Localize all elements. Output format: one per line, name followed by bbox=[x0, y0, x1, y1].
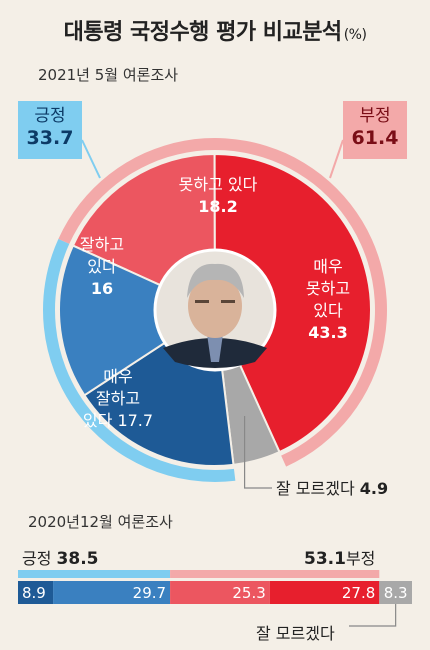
label-positive-line-2: 16 bbox=[91, 279, 113, 298]
portrait-brow-right bbox=[221, 300, 235, 303]
portrait-hair bbox=[187, 263, 244, 298]
label-negative-line-0: 못하고 있다 bbox=[179, 175, 258, 194]
bar-very-negative bbox=[269, 581, 380, 604]
positive-group-callout: 긍정 33.7 bbox=[18, 101, 82, 159]
label-very-positive-line-1: 잘하고 bbox=[96, 389, 140, 408]
bar-unsure bbox=[379, 581, 412, 604]
bar-value-very-negative: 27.8 bbox=[342, 584, 375, 602]
bar-value-very-positive: 8.9 bbox=[22, 584, 46, 602]
negative-group-callout: 부정 61.4 bbox=[343, 101, 407, 159]
bar-positive bbox=[53, 581, 171, 604]
label-unsure-value: 4.9 bbox=[360, 479, 388, 498]
portrait-tie bbox=[207, 334, 223, 362]
negative-group-value: 61.4 bbox=[351, 127, 399, 149]
label-positive-line-1: 있다 bbox=[87, 257, 117, 276]
outer-ring-positive bbox=[42, 238, 236, 482]
survey-label-dec-2020: 2020년12월 여론조사 bbox=[28, 513, 173, 531]
survey-label-may-2021: 2021년 5월 여론조사 bbox=[38, 66, 179, 84]
portrait-face bbox=[188, 274, 242, 338]
negative-callout-connector bbox=[329, 139, 344, 179]
bar-unsure-leader bbox=[349, 604, 397, 627]
label-negative-line-1: 18.2 bbox=[198, 197, 237, 216]
label-very-positive-line-0: 매우 bbox=[103, 367, 132, 386]
bar-value-unsure: 8.3 bbox=[384, 584, 408, 602]
bar-negative-group: 53.1부정 bbox=[304, 549, 376, 569]
positive-callout-connector bbox=[81, 139, 101, 179]
bar-group-positive bbox=[18, 570, 171, 578]
unsure-leader-line bbox=[244, 415, 272, 489]
label-very-negative-line-1: 못하고 bbox=[306, 279, 350, 298]
label-unsure: 잘 모르겠다 4.9 bbox=[276, 479, 388, 498]
negative-group-label: 부정 bbox=[359, 106, 391, 126]
bar-value-negative: 25.3 bbox=[232, 584, 265, 602]
portrait-brow-left bbox=[195, 300, 209, 303]
label-very-negative-line-3: 43.3 bbox=[308, 323, 347, 342]
bar-value-positive: 29.7 bbox=[133, 584, 166, 602]
chart-title: 대통령 국정수행 평가 비교분석 (%) bbox=[63, 20, 367, 45]
bar-group-negative bbox=[170, 570, 380, 578]
label-very-positive-line-2: 있다 17.7 bbox=[83, 411, 153, 430]
label-positive-line-0: 잘하고 bbox=[80, 235, 124, 254]
bar-very-positive bbox=[18, 581, 54, 604]
positive-group-value: 33.7 bbox=[26, 127, 74, 149]
bar-positive-group: 긍정 38.5 bbox=[22, 549, 99, 569]
label-very-negative-line-0: 매우 bbox=[313, 257, 342, 276]
bar-unsure-label: 잘 모르겠다 bbox=[256, 624, 335, 643]
bar-negative bbox=[170, 581, 270, 604]
label-very-negative-line-2: 있다 bbox=[313, 301, 343, 320]
positive-group-label: 긍정 bbox=[34, 106, 66, 126]
